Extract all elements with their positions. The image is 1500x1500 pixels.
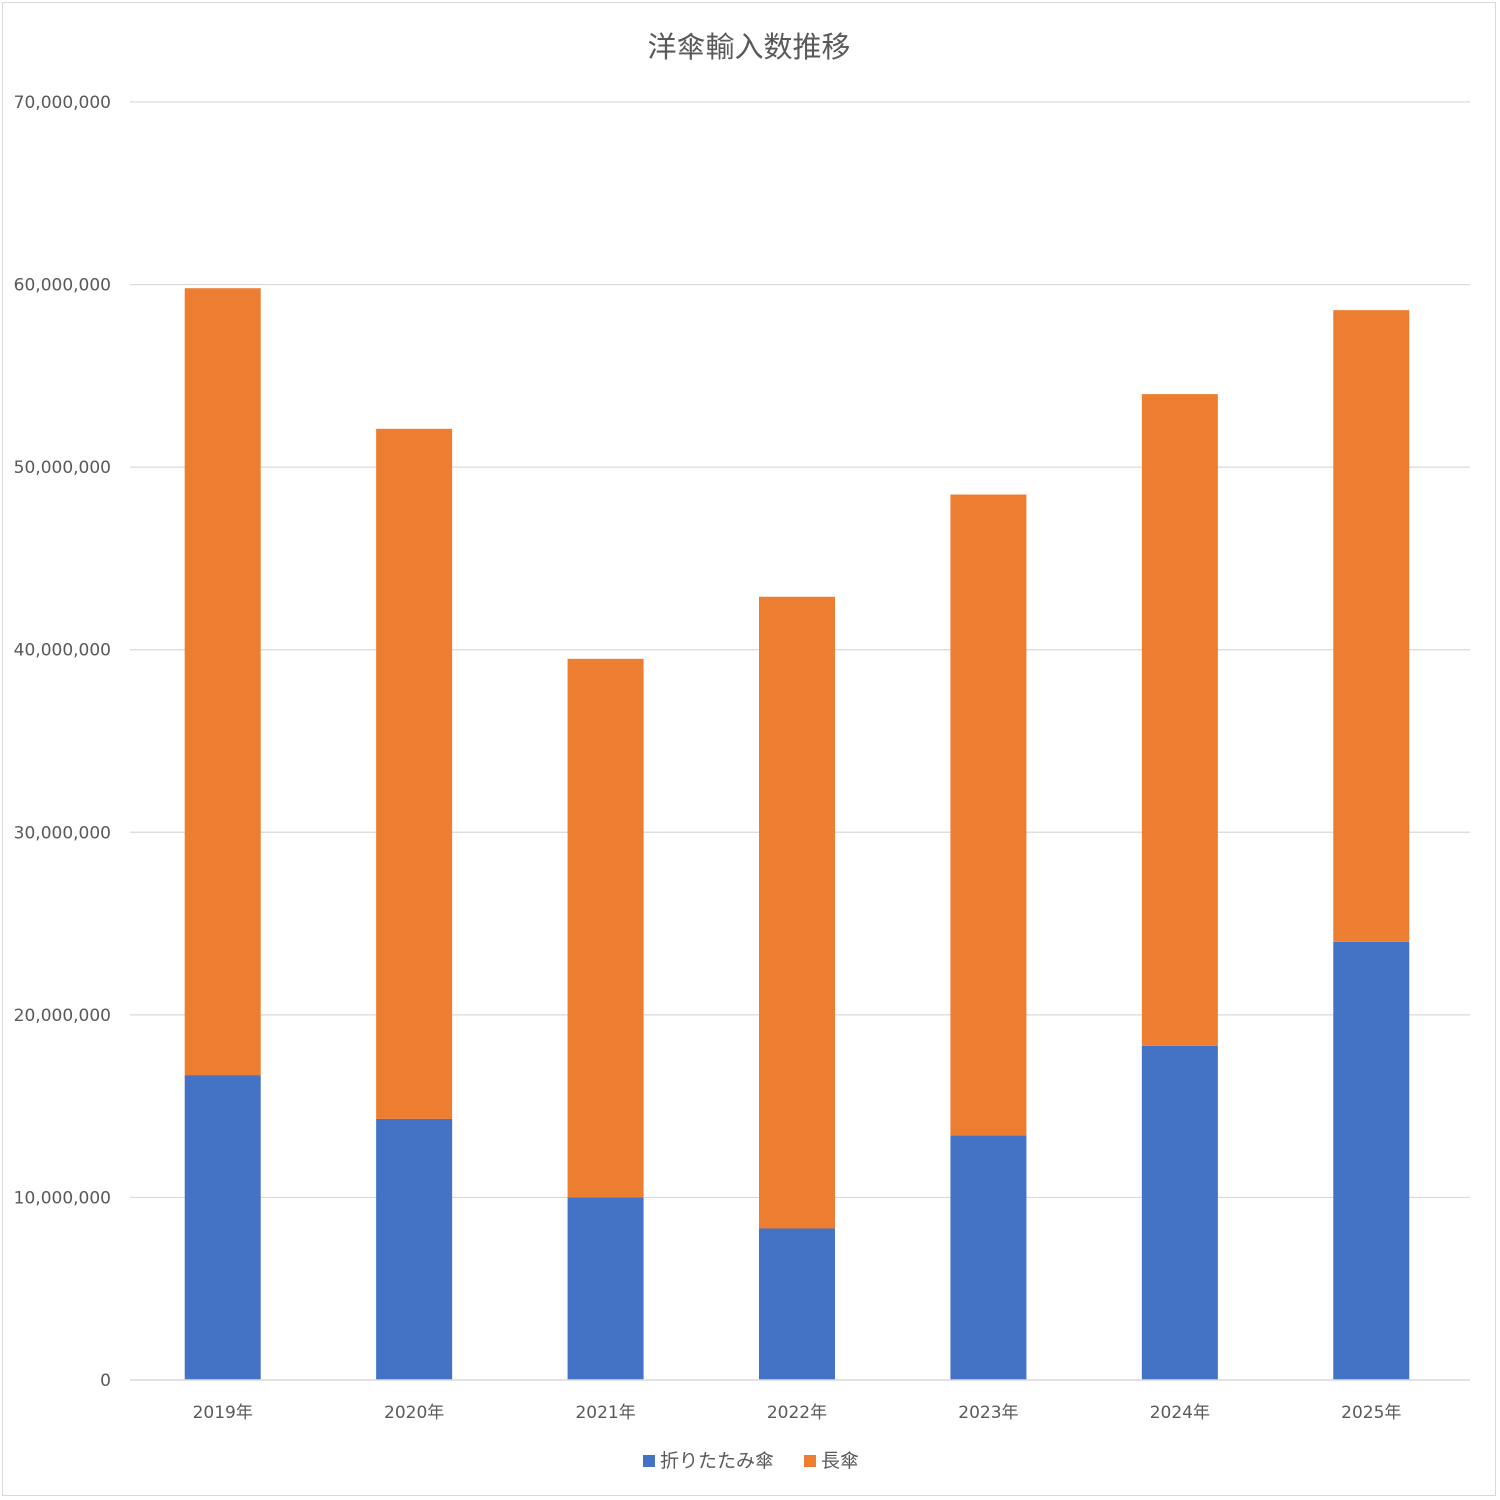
bar-long-2024年 [1141,394,1218,1046]
legend-swatch-folding [643,1455,655,1467]
chart-title: 洋傘輸入数推移 [647,30,850,64]
x-axis-ticks: 2019年 2020年 2021年 2022年 2023年 2024年 2025年 [193,1403,1402,1423]
x-tick-label: 2023年 [958,1403,1018,1423]
gridlines [130,101,1470,1199]
bar-long-2019年 [184,288,261,1076]
bar-long-2025年 [1333,310,1410,942]
bar-folding-2023年 [950,1135,1027,1380]
bar-folding-2024年 [1141,1045,1218,1380]
bars [184,288,1410,1380]
bar-folding-2019年 [184,1075,261,1380]
y-tick-label: 70,000,000 [14,93,111,113]
y-axis-ticks: 0 10,000,000 20,000,000 30,000,000 40,000,00… [14,93,111,1391]
bar-folding-2025年 [1333,941,1410,1380]
bar-folding-2022年 [759,1228,835,1380]
y-tick-label: 50,000,000 [14,458,111,478]
y-tick-label: 30,000,000 [14,823,111,843]
x-tick-label: 2025年 [1341,1403,1401,1423]
bar-long-2020年 [376,428,453,1119]
x-tick-label: 2022年 [767,1403,827,1423]
x-tick-label: 2024年 [1150,1403,1210,1423]
x-tick-label: 2021年 [575,1403,635,1423]
x-tick-label: 2019年 [193,1403,253,1423]
legend-label-folding: 折りたたみ傘 [660,1450,774,1472]
legend-swatch-long [804,1455,816,1467]
bar-long-2023年 [950,494,1027,1136]
legend-label-long: 長傘 [821,1450,859,1472]
y-tick-label: 20,000,000 [14,1006,111,1026]
bar-long-2021年 [567,658,644,1198]
x-tick-label: 2020年 [384,1403,444,1423]
y-tick-label: 0 [100,1371,111,1391]
legend: 折りたたみ傘 長傘 [643,1450,859,1472]
y-tick-label: 60,000,000 [14,276,111,296]
bar-folding-2021年 [567,1197,644,1380]
y-tick-label: 40,000,000 [14,641,111,661]
bar-long-2022年 [759,596,835,1229]
y-tick-label: 10,000,000 [14,1188,111,1208]
bar-folding-2020年 [376,1118,453,1380]
